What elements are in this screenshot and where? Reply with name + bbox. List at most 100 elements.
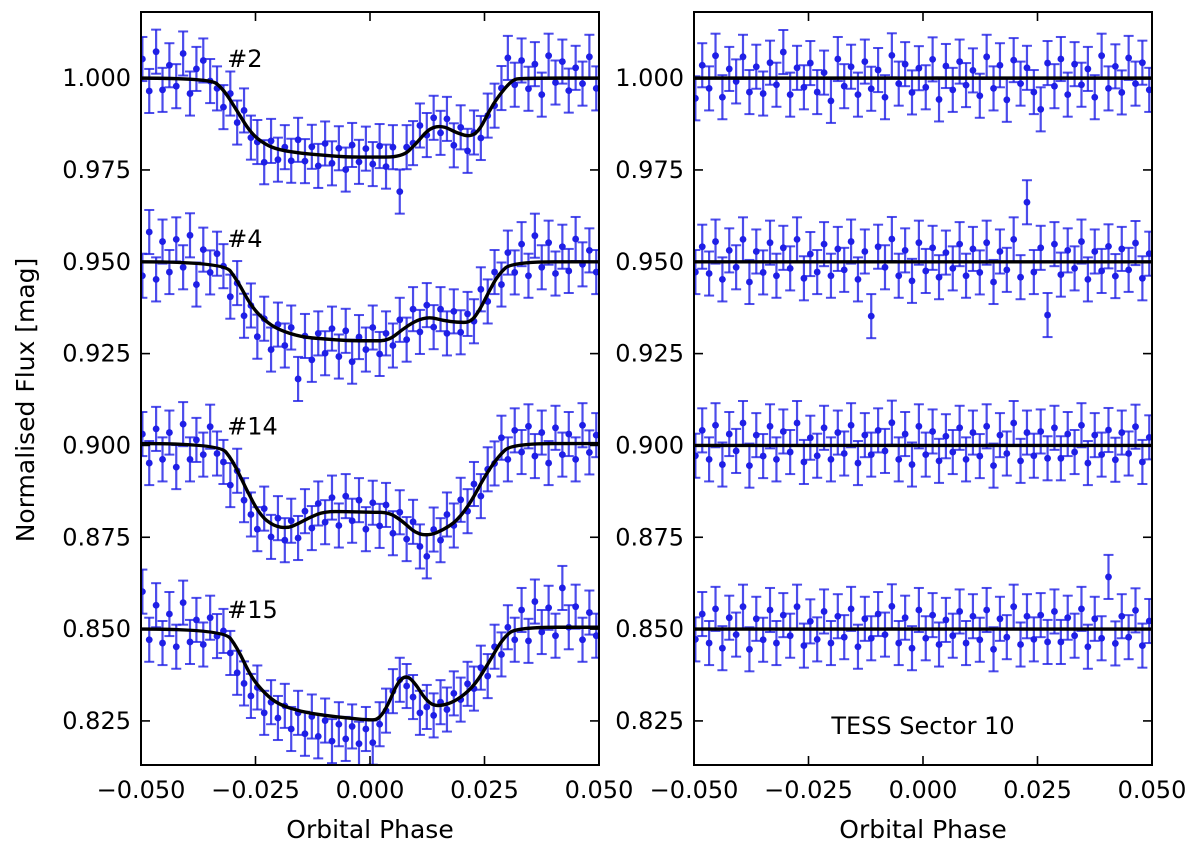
data-point (827, 455, 835, 463)
data-point (922, 267, 930, 275)
data-point (518, 448, 525, 456)
data-point (321, 717, 329, 724)
data-point (881, 93, 889, 101)
data-point (732, 263, 740, 271)
data-point (430, 323, 438, 331)
data-point (1078, 81, 1085, 89)
data-point (881, 263, 889, 271)
data-point (949, 632, 957, 640)
data-point (698, 61, 706, 69)
data-point (847, 63, 855, 71)
data-point (915, 422, 923, 430)
data-point (705, 85, 713, 92)
data-point (186, 231, 194, 239)
data-point (698, 426, 706, 434)
x-tick-label: 0.000 (336, 776, 405, 804)
data-point (403, 336, 411, 344)
data-point (698, 610, 706, 618)
data-point (990, 85, 997, 92)
data-point (213, 250, 221, 258)
left-series-3 (141, 564, 599, 765)
data-point (1125, 450, 1133, 457)
data-point (956, 240, 964, 248)
data-point (159, 238, 166, 245)
data-point (403, 143, 411, 151)
data-point (457, 328, 465, 336)
y-tick-label: 0.850 (62, 615, 131, 643)
data-point (739, 603, 747, 611)
data-point (895, 639, 903, 647)
data-point (531, 60, 539, 68)
data-point (1003, 633, 1011, 641)
left-series-1 (141, 208, 599, 402)
data-point (572, 455, 580, 463)
data-point (1030, 268, 1038, 276)
data-point (1044, 454, 1051, 462)
data-point (935, 457, 943, 465)
data-point (145, 87, 153, 95)
left-axes-frame (140, 11, 600, 766)
data-point (504, 455, 512, 463)
y-tick-label: 1.000 (615, 64, 684, 92)
data-point (962, 455, 970, 463)
data-point (1030, 88, 1038, 96)
data-point (416, 328, 424, 336)
data-point (477, 285, 485, 293)
data-point (1111, 62, 1119, 70)
data-point (369, 739, 377, 746)
data-point (759, 90, 767, 97)
data-point (996, 615, 1004, 623)
data-point (962, 639, 970, 647)
left-series-layer (141, 28, 599, 765)
data-point (854, 276, 862, 283)
data-point (834, 55, 842, 63)
data-point (827, 97, 835, 105)
data-point (470, 480, 478, 488)
data-point (712, 238, 719, 245)
data-point (1030, 452, 1038, 460)
data-point (301, 157, 309, 165)
data-point (382, 330, 390, 337)
data-point (260, 158, 268, 166)
data-point (328, 159, 336, 167)
data-point (718, 93, 726, 101)
data-point (355, 158, 363, 166)
data-point (206, 614, 214, 622)
data-point (457, 496, 465, 504)
data-point (355, 333, 363, 341)
data-point (389, 143, 397, 151)
data-point (409, 518, 417, 526)
data-point (956, 424, 964, 432)
y-tick-label: 0.850 (615, 615, 684, 643)
data-point (423, 552, 431, 560)
data-point (1037, 244, 1045, 252)
data-point (342, 735, 350, 743)
data-point (983, 239, 991, 247)
data-point (694, 268, 699, 276)
data-point (585, 449, 593, 456)
data-point (854, 643, 862, 651)
data-point (199, 451, 207, 459)
data-point (141, 272, 146, 280)
y-tick-label: 0.950 (615, 248, 684, 276)
data-point (908, 644, 916, 652)
data-point (287, 517, 295, 525)
data-point (806, 250, 814, 258)
data-point (1010, 419, 1018, 427)
data-point (199, 641, 207, 648)
data-point (206, 423, 214, 431)
data-point (531, 598, 539, 605)
data-point (416, 543, 424, 550)
data-point (477, 134, 485, 142)
data-point (779, 48, 787, 56)
data-point (518, 57, 525, 64)
data-point (1051, 240, 1058, 248)
data-point (922, 451, 930, 459)
data-point (437, 129, 444, 137)
data-point (545, 52, 553, 60)
data-point (806, 434, 814, 442)
data-point (1023, 64, 1031, 72)
right-series-layer (694, 28, 1152, 673)
data-point (348, 141, 356, 149)
